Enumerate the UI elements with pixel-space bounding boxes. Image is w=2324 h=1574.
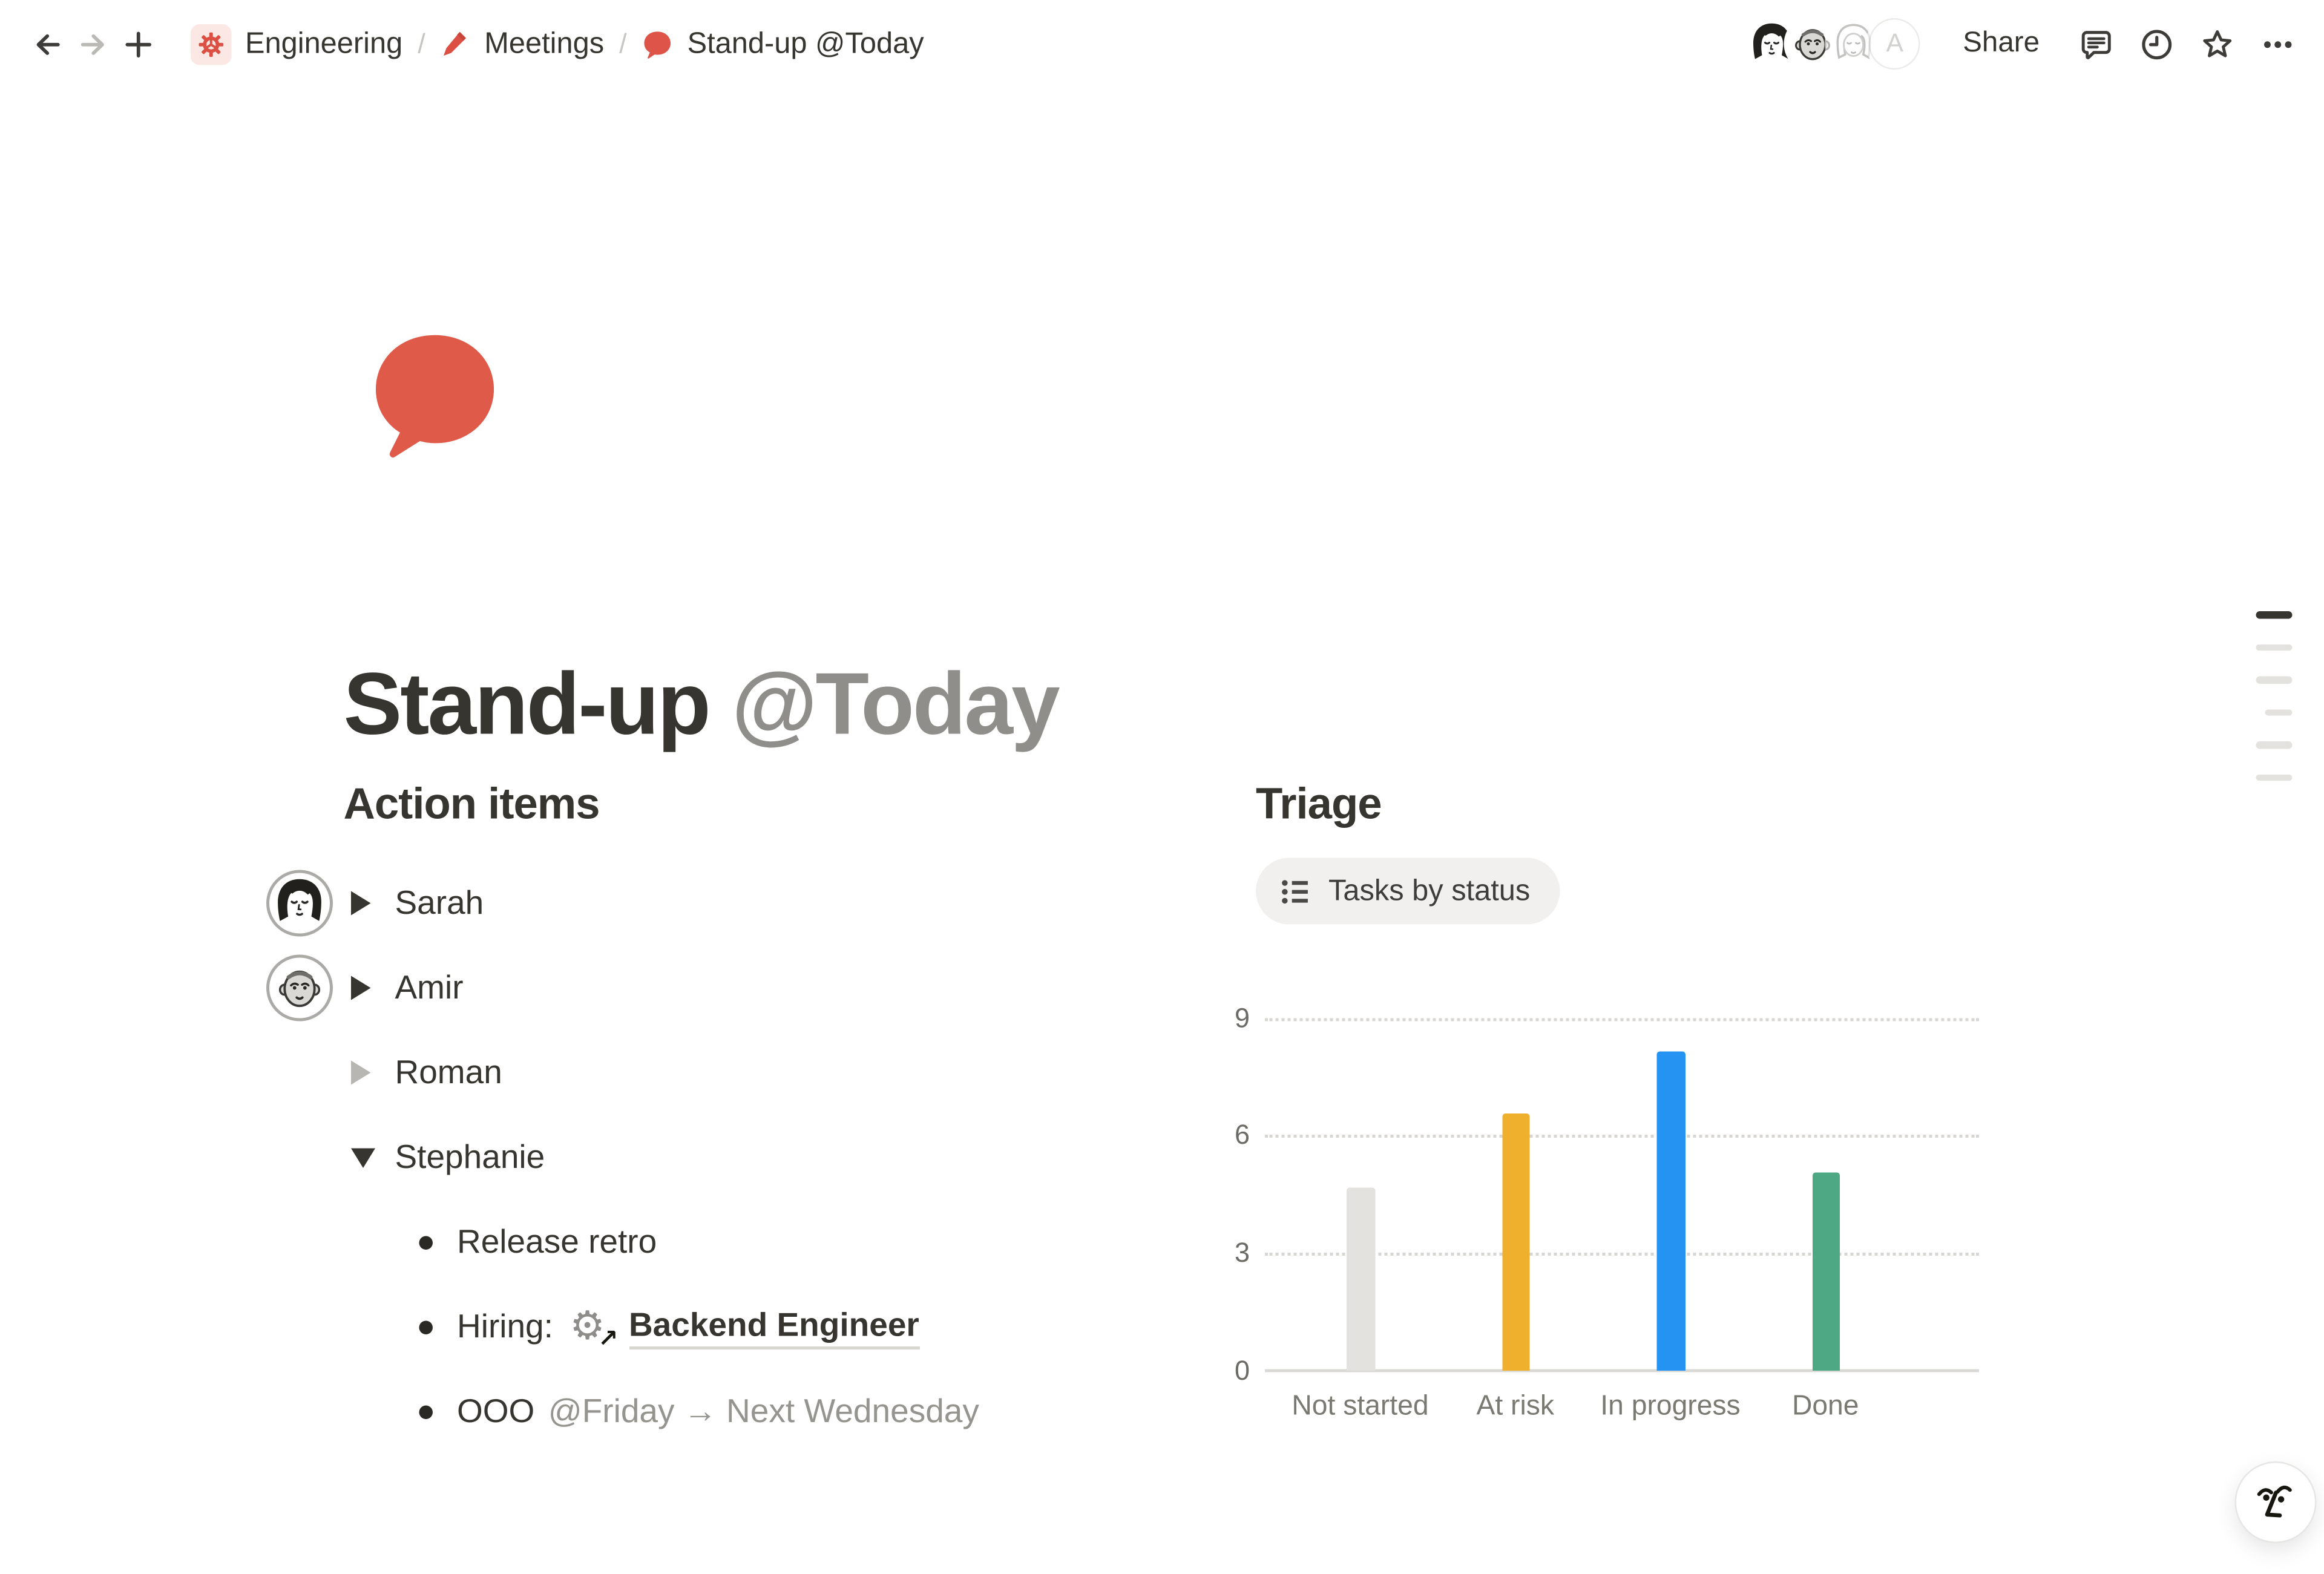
nav-forward-button[interactable] — [70, 21, 115, 67]
breadcrumb-label: Engineering — [245, 26, 403, 60]
bullet-dot — [419, 1405, 433, 1418]
page-title[interactable]: Stand-up @Today — [343, 655, 1060, 755]
new-page-button[interactable] — [115, 21, 160, 67]
toc-line[interactable] — [2256, 676, 2293, 683]
bar-not-started[interactable] — [1347, 1187, 1375, 1371]
breadcrumb-item-engineering[interactable]: Engineering — [182, 19, 412, 69]
more-button[interactable] — [2254, 21, 2300, 67]
gear-icon — [191, 23, 232, 65]
ai-face-icon — [2257, 1486, 2292, 1518]
triage-heading: Triage — [1256, 781, 1382, 829]
tasks-by-status-bar-chart: 9 6 3 0 Not started At risk In progress … — [1195, 999, 1997, 1452]
gridline-6 — [1265, 1135, 1979, 1138]
toc-line-indented[interactable] — [2265, 709, 2293, 716]
star-icon — [2202, 29, 2231, 57]
x-axis-baseline — [1265, 1368, 1979, 1372]
notion-ai-button[interactable] — [2234, 1461, 2317, 1543]
toggle-row-roman[interactable]: Roman — [344, 1031, 1161, 1115]
toggle-row-amir[interactable]: Amir — [344, 946, 1161, 1031]
page-icon-speech-bubble[interactable] — [362, 324, 504, 466]
page-title-date-mention: @Today — [732, 655, 1060, 753]
table-of-contents-minimap[interactable] — [2256, 611, 2293, 807]
y-tick-3: 3 — [1234, 1236, 1250, 1267]
breadcrumb-separator: / — [418, 28, 425, 59]
breadcrumb-item-standup[interactable]: Stand-up @Today — [633, 22, 933, 66]
toggle-label: Sarah — [395, 884, 484, 922]
breadcrumb-label: Meetings — [484, 26, 605, 60]
gridline-9 — [1265, 1017, 1979, 1021]
toggle-collapsed-icon[interactable] — [344, 1060, 380, 1085]
bullet-item-ooo: OOO @Friday → Next Wednesday — [344, 1369, 1161, 1454]
triage-section: Triage Tasks by status — [1256, 778, 2012, 925]
bar-in-progress[interactable] — [1656, 1051, 1685, 1371]
toggle-expanded-icon[interactable] — [344, 1147, 380, 1167]
bar-done[interactable] — [1811, 1172, 1840, 1371]
bullet-item-release-retro: Release retro — [344, 1200, 1161, 1285]
bullet-item-hiring: Hiring: ⚙ ↗ Backend Engineer — [344, 1285, 1161, 1369]
breadcrumb-item-meetings[interactable]: Meetings — [432, 22, 613, 66]
x-label-in-progress: In progress — [1600, 1389, 1741, 1421]
y-tick-9: 9 — [1234, 1002, 1250, 1033]
x-label-done: Done — [1791, 1389, 1859, 1421]
toggle-label: Stephanie — [395, 1138, 545, 1176]
toggle-row-sarah[interactable]: Sarah — [344, 861, 1161, 946]
action-items-list: Sarah Amir Roman Stephanie Release retro — [344, 861, 1161, 1454]
toc-line-active[interactable] — [2256, 611, 2293, 618]
top-bar-actions: A Share — [1746, 0, 2300, 88]
top-icon-group — [2073, 21, 2300, 67]
toggle-row-stephanie[interactable]: Stephanie — [344, 1115, 1161, 1200]
action-items-section: Action items Sarah Amir Roman Stephanie … — [344, 778, 1161, 1454]
y-tick-6: 6 — [1234, 1120, 1250, 1150]
x-label-at-risk: At risk — [1476, 1389, 1554, 1421]
block-author-avatar-amir — [266, 954, 333, 1021]
bullet-dot — [419, 1235, 433, 1249]
top-bar: Engineering / Meetings / — [0, 0, 2324, 88]
bar-at-risk[interactable] — [1502, 1113, 1530, 1371]
page-title-text: Stand-up — [343, 655, 732, 753]
speech-bubble-icon — [642, 28, 674, 60]
comments-button[interactable] — [2073, 21, 2118, 67]
breadcrumb-separator: / — [619, 28, 627, 59]
bulleted-list-icon — [1282, 879, 1308, 903]
bullet-text: Hiring: — [457, 1307, 553, 1345]
bullet-dot — [419, 1320, 433, 1334]
y-tick-0: 0 — [1234, 1356, 1250, 1386]
toggle-collapsed-icon[interactable] — [344, 891, 380, 916]
toc-line[interactable] — [2256, 741, 2293, 749]
comment-icon — [2081, 30, 2110, 59]
linked-page-gear-icon: ⚙ ↗ — [570, 1304, 619, 1353]
presence-avatar-stack: A — [1746, 18, 1921, 70]
pencil-icon — [441, 29, 471, 59]
presence-avatar-letter[interactable]: A — [1869, 18, 1921, 70]
breadcrumb: Engineering / Meetings / — [182, 19, 933, 69]
block-author-avatar-sarah — [266, 870, 333, 937]
toc-line[interactable] — [2256, 773, 2293, 781]
arrow-left-icon — [36, 33, 59, 54]
ellipsis-icon — [2263, 41, 2291, 47]
gridline-3 — [1265, 1251, 1979, 1255]
view-button-label: Tasks by status — [1328, 873, 1531, 907]
arrow-right-icon — [80, 33, 103, 54]
tasks-by-status-view-button[interactable]: Tasks by status — [1256, 858, 1561, 925]
toggle-label: Amir — [395, 968, 464, 1006]
action-items-heading: Action items — [343, 781, 600, 829]
updates-button[interactable] — [2133, 21, 2179, 67]
toc-line[interactable] — [2256, 643, 2293, 651]
date-mention[interactable]: @Friday → Next Wednesday — [548, 1392, 979, 1430]
breadcrumb-label: Stand-up @Today — [687, 26, 924, 60]
plus-icon — [125, 31, 151, 57]
speech-bubble-icon — [376, 335, 494, 457]
toggle-label: Roman — [395, 1053, 502, 1091]
toggle-collapsed-icon[interactable] — [344, 976, 380, 1000]
x-label-not-started: Not started — [1292, 1389, 1429, 1421]
bullet-text: OOO — [457, 1392, 535, 1430]
clock-icon — [2141, 29, 2171, 59]
backend-engineer-page-link[interactable]: Backend Engineer — [628, 1305, 919, 1349]
share-button[interactable]: Share — [1963, 27, 2040, 59]
bullet-text: Release retro — [457, 1222, 657, 1261]
favorite-button[interactable] — [2194, 21, 2239, 67]
nav-back-button[interactable] — [24, 21, 70, 67]
